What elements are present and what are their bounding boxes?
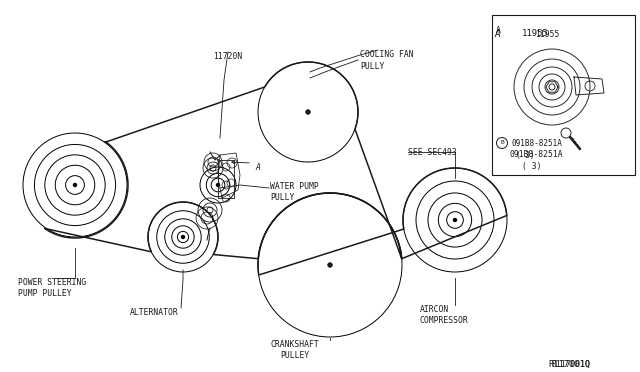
Circle shape: [74, 183, 77, 186]
Text: PULLY: PULLY: [360, 62, 385, 71]
Circle shape: [328, 263, 332, 267]
Text: PULLEY: PULLEY: [280, 351, 310, 360]
Circle shape: [216, 183, 220, 186]
Text: PUMP PULLEY: PUMP PULLEY: [18, 289, 72, 298]
Text: ( 3): ( 3): [516, 151, 534, 160]
Text: POWER STEERING: POWER STEERING: [18, 278, 86, 287]
Text: ( 3): ( 3): [522, 162, 541, 171]
Text: WATER PUMP: WATER PUMP: [270, 182, 319, 191]
Text: A: A: [496, 26, 501, 35]
Text: A: A: [255, 163, 260, 172]
Text: COMPRESSOR: COMPRESSOR: [420, 316, 468, 325]
Circle shape: [328, 263, 332, 266]
Text: PULLY: PULLY: [270, 193, 294, 202]
Circle shape: [306, 110, 310, 114]
Text: COOLING FAN: COOLING FAN: [360, 50, 413, 59]
Text: 091B8-8251A: 091B8-8251A: [511, 139, 562, 148]
Text: AIRCON: AIRCON: [420, 305, 449, 314]
Text: 11720N: 11720N: [213, 52, 243, 61]
Text: R117001Q: R117001Q: [551, 360, 590, 369]
Text: SEE SEC493: SEE SEC493: [408, 148, 457, 157]
Text: R117001Q: R117001Q: [548, 360, 590, 369]
Text: ALTERNATOR: ALTERNATOR: [130, 308, 179, 317]
Bar: [492, 15, 635, 175]
Circle shape: [454, 218, 456, 221]
Text: A: A: [495, 29, 501, 39]
Circle shape: [307, 110, 310, 113]
Text: 091B8-8251A: 091B8-8251A: [510, 150, 564, 159]
Circle shape: [182, 235, 184, 238]
Text: B: B: [500, 141, 504, 145]
Text: 11955: 11955: [535, 30, 559, 39]
Text: CRANKSHAFT: CRANKSHAFT: [271, 340, 319, 349]
Text: 11955: 11955: [522, 29, 549, 38]
